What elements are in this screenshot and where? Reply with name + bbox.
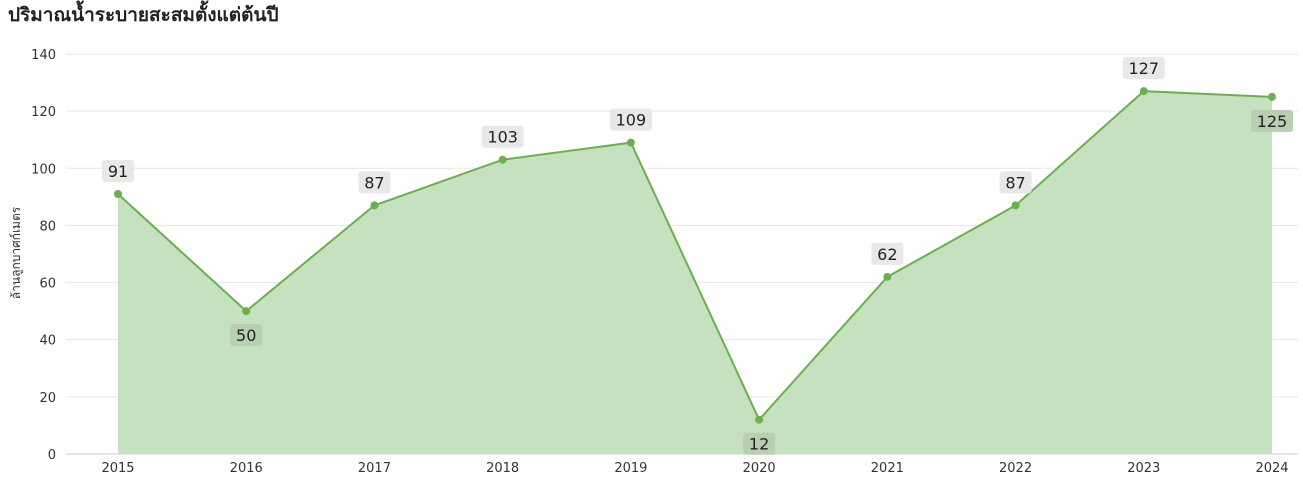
- data-label-2015: 91: [102, 160, 134, 182]
- chart-title: ปริมาณน้ำระบายสะสมตั้งแต่ต้นปี: [8, 4, 279, 26]
- y-tick-label: 120: [31, 105, 56, 120]
- y-axis-label: ล้านลูกบาศก์เมตร: [9, 206, 24, 299]
- data-label-text: 12: [749, 435, 769, 454]
- data-point-2022: [1011, 201, 1020, 210]
- data-label-2024: 125: [1251, 109, 1293, 132]
- data-label-text: 125: [1257, 112, 1288, 131]
- data-label-2020: 12: [743, 432, 776, 455]
- data-label-bg: [743, 432, 776, 455]
- x-tick-label: 2023: [1127, 461, 1160, 476]
- y-tick-label: 80: [39, 219, 56, 234]
- data-labels: 91 50 87 103 109 12 62 87 127 125: [102, 57, 1293, 455]
- y-axis-ticks: 0 20 40 60 80 100 120 140: [31, 48, 56, 463]
- data-label-2018: 103: [481, 125, 524, 148]
- x-tick-label: 2022: [999, 461, 1032, 476]
- data-label-bg: [1122, 57, 1165, 80]
- series-line: [117, 90, 1273, 422]
- x-tick-label: 2018: [486, 461, 519, 476]
- x-tick-label: 2021: [871, 461, 904, 476]
- y-tick-label: 100: [31, 162, 56, 177]
- y-tick-label: 40: [39, 334, 56, 349]
- data-label-bg: [871, 242, 904, 265]
- data-label-bg: [358, 171, 391, 194]
- y-tick-label: 0: [48, 448, 56, 463]
- y-tick-label: 60: [39, 277, 56, 292]
- x-tick-label: 2015: [101, 461, 134, 476]
- data-point-2024: [1268, 92, 1276, 101]
- data-label-text: 91: [108, 162, 128, 181]
- x-tick-label: 2019: [614, 461, 647, 476]
- data-label-text: 50: [236, 326, 256, 345]
- data-label-2023: 127: [1122, 57, 1165, 80]
- data-label-bg: [230, 324, 263, 347]
- data-label-bg: [609, 108, 652, 131]
- data-label-bg: [481, 125, 524, 148]
- data-point-2017: [370, 201, 379, 210]
- data-label-bg: [1251, 109, 1293, 132]
- x-axis-ticks: 2015 2016 2017 2018 2019 2020 2021 2022 2023 2024: [101, 461, 1288, 476]
- data-label-text: 109: [616, 111, 647, 130]
- data-label-bg: [999, 171, 1032, 194]
- x-tick-label: 2024: [1255, 461, 1288, 476]
- y-tick-label: 20: [39, 391, 56, 406]
- data-point-2015: [114, 190, 122, 198]
- data-point-2018: [498, 155, 507, 164]
- x-tick-label: 2016: [230, 461, 263, 476]
- data-label-text: 103: [487, 128, 518, 147]
- data-label-text: 62: [877, 245, 897, 264]
- x-tick-label: 2020: [743, 461, 776, 476]
- data-label-2016: 50: [230, 324, 263, 347]
- data-label-2019: 109: [609, 108, 652, 131]
- data-label-2022: 87: [999, 171, 1032, 194]
- data-label-bg: [102, 160, 134, 182]
- data-point-2019: [626, 138, 635, 147]
- data-point-2023: [1139, 87, 1148, 96]
- series-area: [114, 87, 1276, 454]
- y-tick-label: 140: [31, 48, 56, 63]
- data-point-2020: [755, 415, 764, 424]
- data-label-2017: 87: [358, 171, 391, 194]
- x-tick-label: 2017: [358, 461, 391, 476]
- data-label-text: 127: [1129, 59, 1160, 78]
- data-label-text: 87: [364, 173, 384, 192]
- data-point-2016: [242, 307, 251, 316]
- area-fill: [118, 91, 1272, 454]
- data-point-2021: [883, 272, 892, 281]
- data-label-2021: 62: [871, 242, 904, 265]
- data-label-text: 87: [1005, 173, 1025, 192]
